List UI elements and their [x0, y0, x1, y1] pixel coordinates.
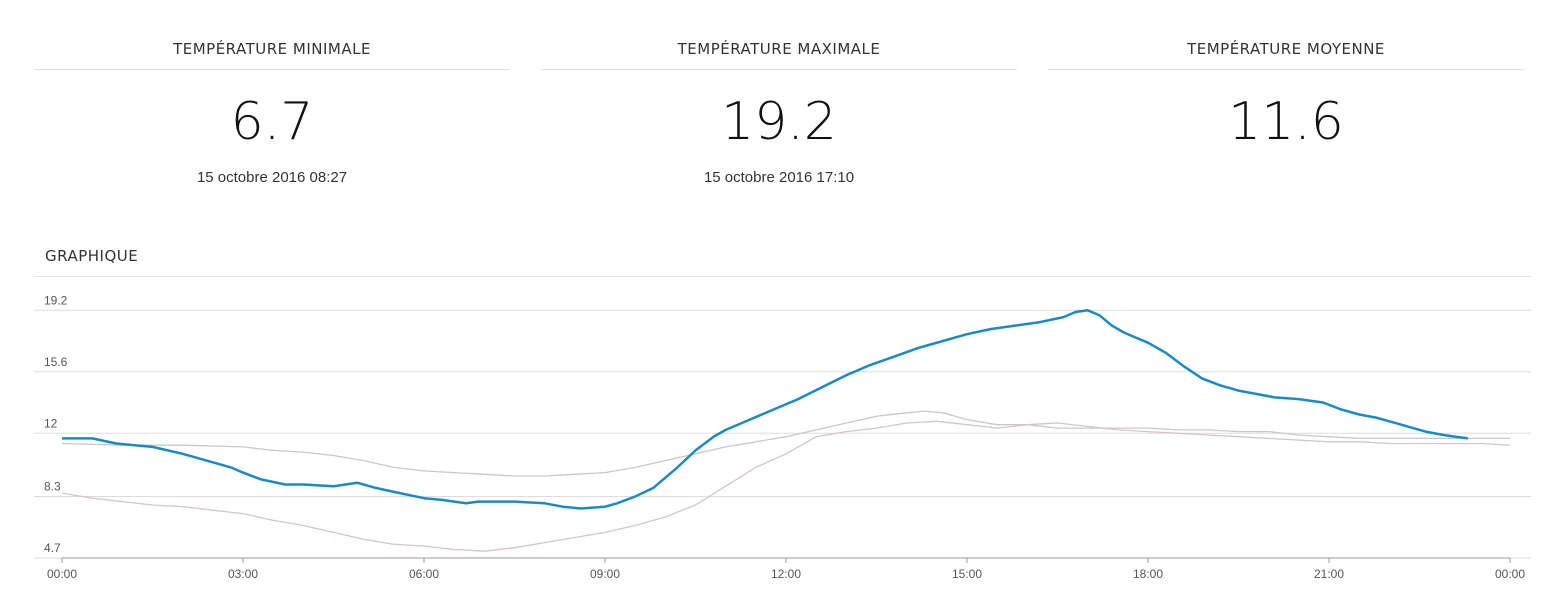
- x-tick-label: 12:00: [771, 567, 801, 581]
- min-temperature-date: 15 octobre 2016 08:27: [196, 169, 348, 186]
- x-tick-label: 09:00: [590, 567, 620, 581]
- x-tick-label: 18:00: [1133, 567, 1163, 581]
- y-tick-label: 15.6: [44, 355, 68, 369]
- divider: [541, 69, 1017, 70]
- series-line-secondary: [61, 420, 1511, 552]
- y-tick-label: 12: [44, 416, 58, 430]
- y-tick-label: 4.7: [44, 541, 61, 555]
- chart-section-title: GRAPHIQUE: [45, 247, 139, 265]
- x-tick-label: 00:00: [47, 567, 77, 581]
- x-tick-label: 06:00: [409, 567, 439, 581]
- x-tick-label: 21:00: [1314, 567, 1344, 581]
- avg-temperature-value: 11.6: [1228, 92, 1344, 152]
- max-temperature-value: 19.2: [721, 92, 837, 152]
- series-line-secondary: [61, 410, 1510, 477]
- x-tick-label: 00:00: [1495, 567, 1525, 581]
- divider: [34, 276, 1531, 277]
- max-temperature-date: 15 octobre 2016 17:10: [703, 169, 855, 186]
- x-tick-label: 03:00: [228, 567, 258, 581]
- min-temperature-label: TEMPÉRATURE MINIMALE: [173, 40, 371, 58]
- x-tick-label: 15:00: [952, 567, 982, 581]
- avg-temperature-label: TEMPÉRATURE MOYENNE: [1187, 40, 1385, 58]
- min-temperature-value: 6.7: [230, 92, 314, 152]
- max-temperature-label: TEMPÉRATURE MAXIMALE: [677, 40, 881, 58]
- series-line-primary: [62, 309, 1468, 510]
- divider: [1048, 69, 1524, 70]
- temperature-chart: 4.7 8.3 12 15.6 19.2 00:00 03:00 06:00 09:00 12:0…: [34, 293, 1531, 581]
- divider: [34, 69, 510, 70]
- y-tick-label: 19.2: [44, 293, 68, 307]
- y-tick-label: 8.3: [44, 479, 61, 493]
